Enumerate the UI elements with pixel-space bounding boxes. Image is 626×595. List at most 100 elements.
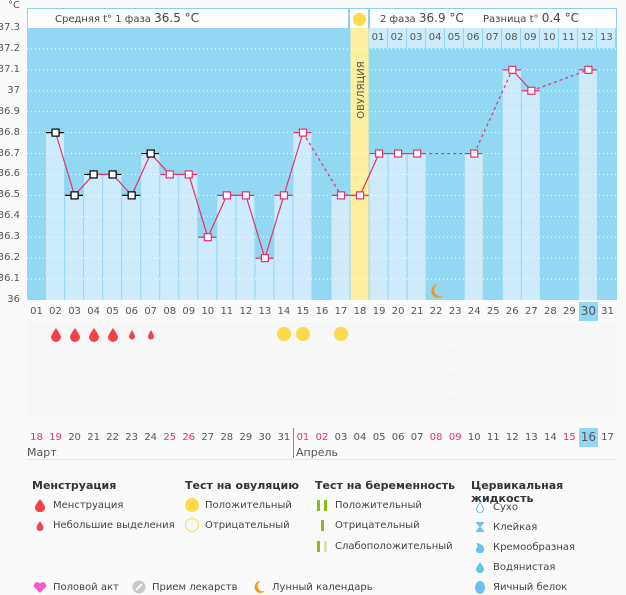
calendar-date-label[interactable]: 28	[220, 432, 234, 443]
calendar-date-label[interactable]: 13	[524, 432, 538, 443]
menstruation-drop-icon[interactable]	[84, 325, 103, 343]
cycle-day-label[interactable]: 08	[163, 306, 177, 317]
phase2-day-label: 03	[407, 28, 426, 48]
cycle-day-label[interactable]: 22	[429, 306, 443, 317]
calendar-date-label[interactable]: 15	[563, 432, 576, 443]
calendar-date-label[interactable]: 23	[125, 432, 139, 443]
legend-menstruation: Менструация	[33, 498, 123, 512]
calendar-date-label[interactable]: 06	[391, 432, 405, 443]
one-line-icon	[315, 518, 329, 532]
temperature-point	[222, 191, 231, 200]
menstruation-drop-icon[interactable]	[46, 325, 65, 343]
cycle-day-label[interactable]: 23	[448, 306, 462, 317]
cycle-day-label[interactable]: 19	[372, 306, 386, 317]
calendar-date-label[interactable]: 01	[296, 432, 310, 443]
calendar-date-label[interactable]: 03	[334, 432, 348, 443]
calendar-date-label[interactable]: 31	[277, 432, 291, 443]
calendar-date-label[interactable]: 05	[372, 432, 386, 443]
phase1-label: Средняя t° 1 фаза	[55, 14, 151, 25]
cycle-day-label[interactable]: 16	[315, 306, 329, 317]
cycle-day-label[interactable]: 04	[87, 306, 100, 317]
cycle-day-label[interactable]: 12	[239, 306, 253, 317]
cycle-day-label[interactable]: 28	[543, 306, 557, 317]
calendar-date-label[interactable]: 29	[239, 432, 253, 443]
cycle-day-label[interactable]: 03	[68, 306, 81, 317]
temperature-bar	[578, 69, 597, 300]
legend-label: Слабоположительный	[335, 540, 453, 552]
phase2-day-label: 04	[426, 28, 445, 48]
temperature-bar	[179, 174, 198, 300]
legend-cervical-watery: Водянистая	[473, 560, 555, 574]
temperature-point	[470, 149, 479, 158]
legend-medication: Прием лекарств	[132, 580, 238, 594]
legend-label: Отрицательный	[205, 519, 290, 531]
temperature-bar	[217, 195, 236, 300]
legend-label: Небольшие выделения	[53, 519, 175, 531]
menstruation-drop-icon[interactable]	[65, 325, 84, 343]
ovulation-test-positive-icon[interactable]	[332, 325, 351, 343]
y-tick-label: 36	[7, 294, 20, 305]
cycle-day-label[interactable]: 01	[30, 306, 43, 317]
two-lines-icon	[315, 498, 329, 512]
calendar-date-label[interactable]: 25	[163, 432, 177, 443]
sun-icon	[353, 13, 366, 26]
calendar-date-label[interactable]: 08	[429, 432, 443, 443]
calendar-date-label[interactable]: 18	[30, 432, 43, 443]
y-tick-label: 37.1	[0, 63, 20, 75]
cycle-day-label[interactable]: 02	[49, 306, 62, 317]
calendar-date-label[interactable]: 30	[258, 432, 272, 443]
calendar-date-label[interactable]: 19	[49, 432, 62, 443]
diff-value: 0.4 °C	[541, 11, 579, 25]
temperature-point	[527, 86, 536, 95]
calendar-date-label[interactable]: 09	[448, 432, 462, 443]
cycle-day-label[interactable]: 07	[144, 306, 158, 317]
cycle-day-label[interactable]: 26	[505, 306, 519, 317]
ovulation-test-positive-icon[interactable]	[274, 325, 293, 343]
cycle-day-label[interactable]: 15	[296, 306, 310, 317]
cycle-day-label[interactable]: 27	[524, 306, 538, 317]
heart-icon	[33, 580, 47, 594]
cycle-day-label[interactable]: 17	[334, 306, 348, 317]
cycle-day-label[interactable]: 31	[601, 306, 614, 317]
calendar-date-label[interactable]: 17	[601, 432, 614, 443]
calendar-date-label[interactable]: 10	[467, 432, 481, 443]
calendar-date-label[interactable]: 11	[486, 432, 500, 443]
cycle-day-label[interactable]: 24	[467, 306, 481, 317]
spotting-drop-icon[interactable]	[141, 325, 160, 343]
cycle-day-label[interactable]: 05	[106, 306, 119, 317]
calendar-date-label[interactable]: 26	[182, 432, 196, 443]
calendar-date-label[interactable]: 27	[201, 432, 215, 443]
cycle-day-label[interactable]: 06	[125, 306, 139, 317]
calendar-date-label[interactable]: 24	[144, 432, 158, 443]
calendar-date-label[interactable]: 12	[505, 432, 519, 443]
calendar-date-label[interactable]: 21	[87, 432, 100, 443]
cycle-day-label[interactable]: 18	[353, 306, 367, 317]
cycle-day-label[interactable]: 11	[220, 306, 234, 317]
cycle-day-label[interactable]: 25	[486, 306, 500, 317]
cycle-day-label[interactable]: 29	[563, 306, 576, 317]
calendar-date-label[interactable]: 07	[410, 432, 424, 443]
cycle-day-label[interactable]: 21	[410, 306, 424, 317]
menstruation-drop-icon[interactable]	[103, 325, 122, 343]
spotting-drop-icon[interactable]	[122, 325, 141, 343]
cycle-day-label[interactable]: 09	[182, 306, 196, 317]
legend-pregnancy-test-title: Тест на беременность	[315, 479, 456, 492]
cycle-day-label[interactable]: 30	[578, 302, 598, 321]
cycle-day-label[interactable]: 14	[277, 306, 291, 317]
temperature-point	[413, 149, 422, 158]
temperature-bar	[521, 90, 540, 300]
legend-cervical-creamy: Кремообразная	[473, 540, 575, 554]
ovulation-test-positive-icon[interactable]	[293, 325, 312, 343]
cycle-day-label[interactable]: 20	[391, 306, 405, 317]
calendar-date-label[interactable]: 16	[578, 428, 598, 447]
calendar-date-label[interactable]: 14	[543, 432, 557, 443]
ovulation-label: ОВУЛЯЦИЯ	[356, 61, 367, 119]
calendar-date-label[interactable]: 02	[315, 432, 329, 443]
calendar-date-label[interactable]: 22	[106, 432, 119, 443]
calendar-date-label[interactable]: 04	[353, 432, 367, 443]
y-tick-label: 37.3	[0, 22, 20, 33]
cycle-day-label[interactable]: 10	[201, 306, 215, 317]
calendar-date-label[interactable]: 20	[68, 432, 81, 443]
cycle-day-label[interactable]: 13	[258, 306, 272, 317]
y-tick-label: 36.3	[0, 231, 20, 243]
